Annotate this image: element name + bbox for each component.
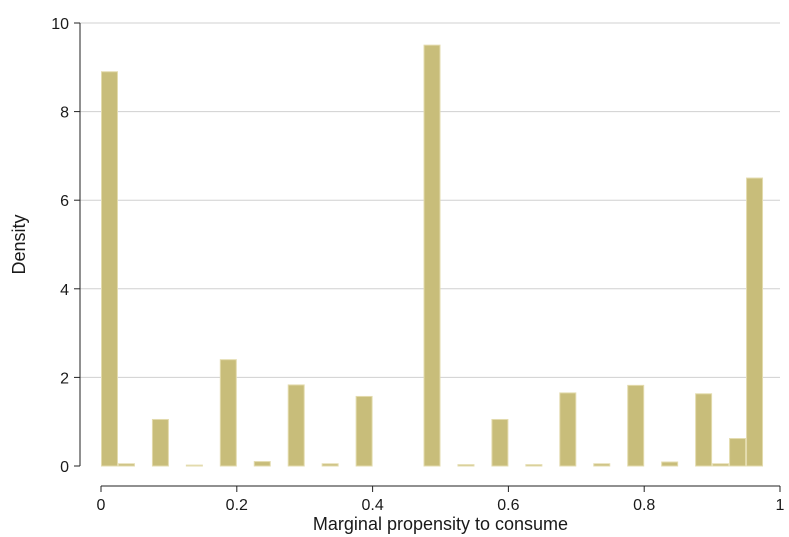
y-tick-label-0: 0 bbox=[60, 459, 69, 476]
bar-bin-33 bbox=[661, 461, 679, 467]
x-axis-title: Marginal propensity to consume bbox=[313, 514, 568, 534]
bar-bin-27 bbox=[559, 392, 577, 467]
x-tick-label-2: 0.4 bbox=[361, 497, 383, 514]
bar-bin-9 bbox=[253, 461, 271, 467]
bar-bin-7 bbox=[219, 359, 237, 467]
bar-bin-35 bbox=[695, 393, 713, 467]
bar-bin-0 bbox=[101, 71, 118, 467]
bar-bin-15 bbox=[355, 395, 373, 467]
x-tick-label-4: 0.8 bbox=[633, 497, 655, 514]
bar-bin-5 bbox=[185, 464, 203, 467]
tick-labels: 0 2 4 6 8 10 0 0.2 0.4 0.6 0.8 1 bbox=[51, 16, 784, 514]
y-tick-label-4: 8 bbox=[60, 105, 69, 122]
bar-bin-13 bbox=[321, 463, 339, 467]
x-tick-label-1: 0.2 bbox=[226, 497, 248, 514]
y-tick-label-3: 6 bbox=[60, 193, 69, 210]
y-axis-title: Density bbox=[9, 214, 29, 274]
bar-bin-23 bbox=[491, 418, 509, 467]
y-tick-label-5: 10 bbox=[51, 16, 69, 33]
x-tick-label-3: 0.6 bbox=[497, 497, 519, 514]
x-tick-label-5: 1 bbox=[776, 497, 785, 514]
bar-bin-36 bbox=[712, 463, 730, 467]
bar-bin-38 bbox=[746, 177, 764, 467]
bar-bin-25 bbox=[525, 464, 543, 467]
bar-bin-29 bbox=[593, 463, 611, 467]
axes bbox=[74, 22, 781, 492]
y-tick-label-1: 2 bbox=[60, 370, 69, 387]
bar-bin-3 bbox=[151, 418, 169, 467]
bar-bin-31 bbox=[627, 384, 645, 467]
bar-bin-21 bbox=[457, 464, 475, 467]
bar-bin-37 bbox=[729, 438, 747, 467]
histogram-bars bbox=[101, 44, 764, 467]
x-tick-label-0: 0 bbox=[97, 497, 106, 514]
y-tick-label-2: 4 bbox=[60, 282, 69, 299]
bar-bin-11 bbox=[287, 384, 305, 467]
bar-bin-19 bbox=[423, 44, 441, 467]
bar-bin-1 bbox=[117, 463, 135, 467]
